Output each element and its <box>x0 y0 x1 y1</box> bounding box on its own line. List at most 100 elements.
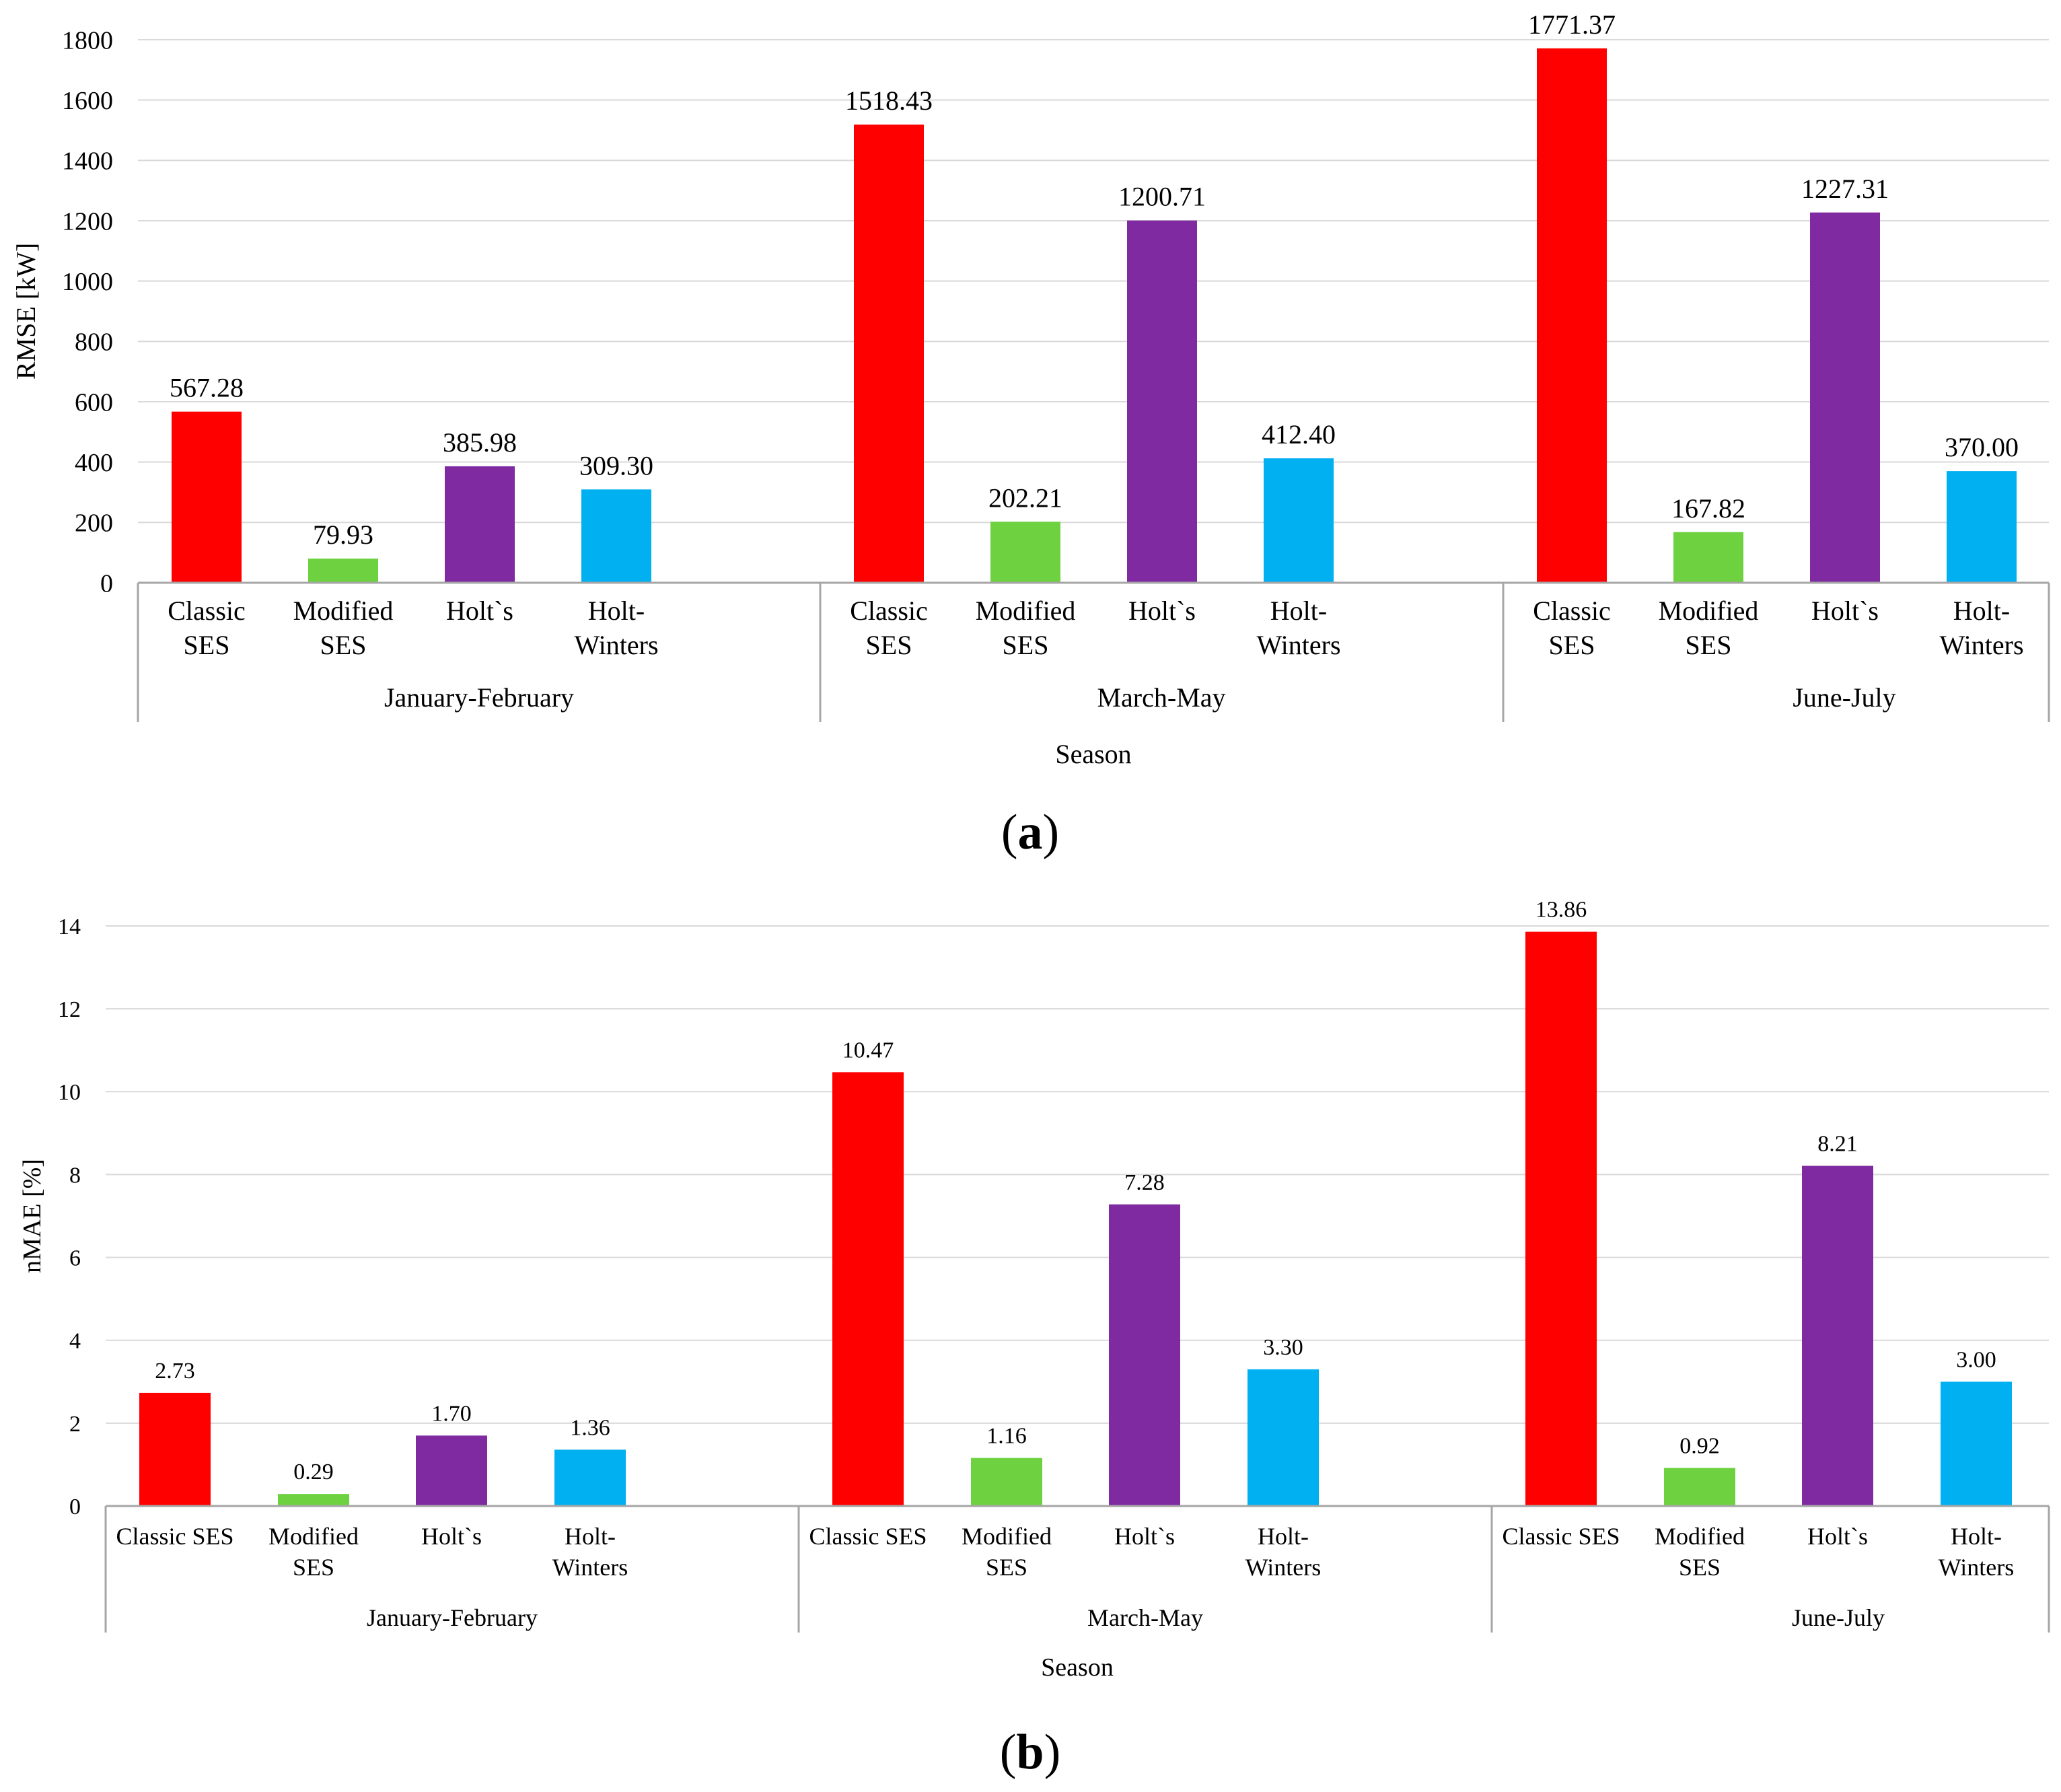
y-axis-title-a: RMSE [kW] <box>11 243 41 380</box>
category-label-a-2-1-0: Modified <box>1659 596 1759 626</box>
y-tick-label-a-5: 1000 <box>62 268 113 296</box>
category-label-b-0-3-1: Winters <box>552 1554 628 1581</box>
panel-label-a-open: ( <box>1001 805 1018 860</box>
value-label-b-holt_winters-0: 1.36 <box>570 1415 610 1440</box>
y-tick-label-b-0: 0 <box>69 1495 81 1519</box>
y-tick-label-b-1: 2 <box>69 1412 81 1437</box>
value-label-b-classic_ses-1: 10.47 <box>842 1038 894 1063</box>
category-label-a-0-1-1: SES <box>320 630 367 660</box>
panel-label-b-letter: b <box>1016 1725 1044 1780</box>
nmae-chart: 0 2 4 6 8 10 12 14 nMAE [%] 2.73 10.47 13.86 0.29 1.1… <box>18 898 2050 1682</box>
bar-a-holts-1 <box>1127 220 1197 583</box>
category-label-b-2-3-1: Winters <box>1939 1554 2015 1581</box>
y-tick-label-a-3: 600 <box>75 388 113 417</box>
group-label-a-1: March-May <box>1097 682 1225 713</box>
x-axis-title-b: Season <box>1041 1653 1114 1682</box>
bar-b-holts-1 <box>1109 1204 1180 1506</box>
value-label-a-classic_ses-2: 1771.37 <box>1528 9 1616 40</box>
y-axis-title-b: nMAE [%] <box>18 1159 46 1273</box>
category-label-a-1-1-1: SES <box>1003 630 1049 660</box>
bar-b-holts-0 <box>416 1435 487 1506</box>
category-label-b-1-2-0: Holt`s <box>1114 1523 1175 1550</box>
bar-b-holt_winters-0 <box>554 1449 626 1506</box>
y-tick-label-b-5: 10 <box>58 1080 81 1105</box>
panel-label-a-close: ) <box>1042 805 1060 860</box>
bar-b-modified_ses-0 <box>278 1494 349 1506</box>
category-label-b-1-0-0: Classic SES <box>809 1523 927 1550</box>
category-label-a-2-0-1: SES <box>1549 630 1595 660</box>
panel-label-a-letter: a <box>1017 805 1043 860</box>
y-tick-label-b-7: 14 <box>58 915 81 939</box>
bar-b-modified_ses-1 <box>971 1458 1042 1506</box>
panel-label-a: (a) <box>963 804 1097 861</box>
value-label-a-holts-1: 1200.71 <box>1118 182 1206 212</box>
x-axis-title-a: Season <box>1055 739 1131 769</box>
category-label-a-0-1-0: Modified <box>293 596 394 626</box>
category-label-b-2-1-1: SES <box>1679 1554 1721 1581</box>
category-label-a-2-3-0: Holt- <box>1953 596 2010 626</box>
bar-a-modified_ses-0 <box>308 559 378 583</box>
y-tick-label-b-6: 12 <box>58 997 81 1022</box>
panel-label-b: (b) <box>963 1724 1097 1781</box>
category-label-a-0-3-0: Holt- <box>588 596 645 626</box>
value-label-b-holts-1: 7.28 <box>1124 1170 1165 1195</box>
y-tick-label-b-4: 8 <box>69 1163 81 1188</box>
value-label-a-modified_ses-2: 167.82 <box>1671 493 1745 524</box>
bar-a-modified_ses-2 <box>1673 532 1743 583</box>
bar-b-classic_ses-0 <box>139 1392 211 1506</box>
group-label-b-2: June-July <box>1792 1604 1885 1631</box>
y-tick-label-b-3: 6 <box>69 1246 81 1270</box>
y-tick-label-a-4: 800 <box>75 328 113 357</box>
value-label-b-classic_ses-2: 13.86 <box>1535 898 1587 923</box>
bar-b-classic_ses-1 <box>832 1072 904 1506</box>
value-label-b-modified_ses-1: 1.16 <box>986 1424 1027 1449</box>
category-label-a-0-0-1: SES <box>184 630 230 660</box>
value-label-a-holts-2: 1227.31 <box>1801 174 1889 204</box>
category-label-b-1-3-0: Holt- <box>1258 1523 1309 1550</box>
value-label-b-holt_winters-2: 3.00 <box>1956 1347 1996 1372</box>
group-label-b-0: January-February <box>367 1604 538 1631</box>
value-label-b-classic_ses-0: 2.73 <box>155 1359 195 1384</box>
bar-a-holts-2 <box>1810 212 1880 583</box>
y-tick-label-a-8: 1600 <box>62 87 113 115</box>
value-label-a-modified_ses-1: 202.21 <box>988 482 1062 513</box>
bar-b-modified_ses-2 <box>1664 1468 1735 1506</box>
panel-label-b-close: ) <box>1044 1725 1061 1780</box>
category-label-a-1-0-1: SES <box>866 630 912 660</box>
category-label-b-2-2-0: Holt`s <box>1807 1523 1868 1550</box>
category-label-a-1-3-1: Winters <box>1256 630 1340 660</box>
category-label-b-0-1-0: Modified <box>268 1523 359 1550</box>
bar-b-holt_winters-2 <box>1941 1382 2012 1506</box>
category-label-a-0-3-1: Winters <box>574 630 658 660</box>
category-label-b-1-3-1: Winters <box>1245 1554 1322 1581</box>
y-tick-label-a-6: 1200 <box>62 207 113 236</box>
category-label-b-0-3-0: Holt- <box>565 1523 616 1550</box>
category-label-a-0-0-0: Classic <box>168 596 246 626</box>
category-label-b-1-1-1: SES <box>986 1554 1027 1581</box>
bar-a-holt_winters-2 <box>1947 471 2017 583</box>
bar-a-classic_ses-0 <box>172 411 242 583</box>
y-tick-label-b-2: 4 <box>69 1329 81 1354</box>
y-tick-label-a-2: 400 <box>75 449 113 477</box>
category-label-b-1-1-0: Modified <box>962 1523 1052 1550</box>
category-label-b-0-2-0: Holt`s <box>421 1523 482 1550</box>
value-label-b-holt_winters-1: 3.30 <box>1263 1335 1303 1360</box>
y-tick-label-a-7: 1400 <box>62 147 113 176</box>
panel-label-b-open: ( <box>999 1725 1017 1780</box>
y-tick-label-a-0: 0 <box>100 569 113 598</box>
bar-a-holt_winters-0 <box>581 489 651 583</box>
bar-b-holt_winters-1 <box>1248 1369 1319 1506</box>
bar-a-holt_winters-1 <box>1264 458 1334 583</box>
category-label-a-1-2-0: Holt`s <box>1128 596 1196 626</box>
bar-a-classic_ses-2 <box>1537 48 1607 583</box>
group-label-a-2: June-July <box>1793 682 1895 713</box>
value-label-b-holts-0: 1.70 <box>431 1401 472 1426</box>
value-label-b-holts-2: 8.21 <box>1817 1131 1858 1156</box>
value-label-b-modified_ses-2: 0.92 <box>1679 1433 1720 1458</box>
group-label-b-1: March-May <box>1087 1604 1203 1631</box>
bar-a-classic_ses-1 <box>854 124 924 583</box>
value-label-a-holt_winters-1: 412.40 <box>1262 419 1336 450</box>
bar-b-classic_ses-2 <box>1525 931 1597 1506</box>
category-label-b-0-0-0: Classic SES <box>116 1523 233 1550</box>
bar-a-modified_ses-1 <box>990 522 1060 583</box>
